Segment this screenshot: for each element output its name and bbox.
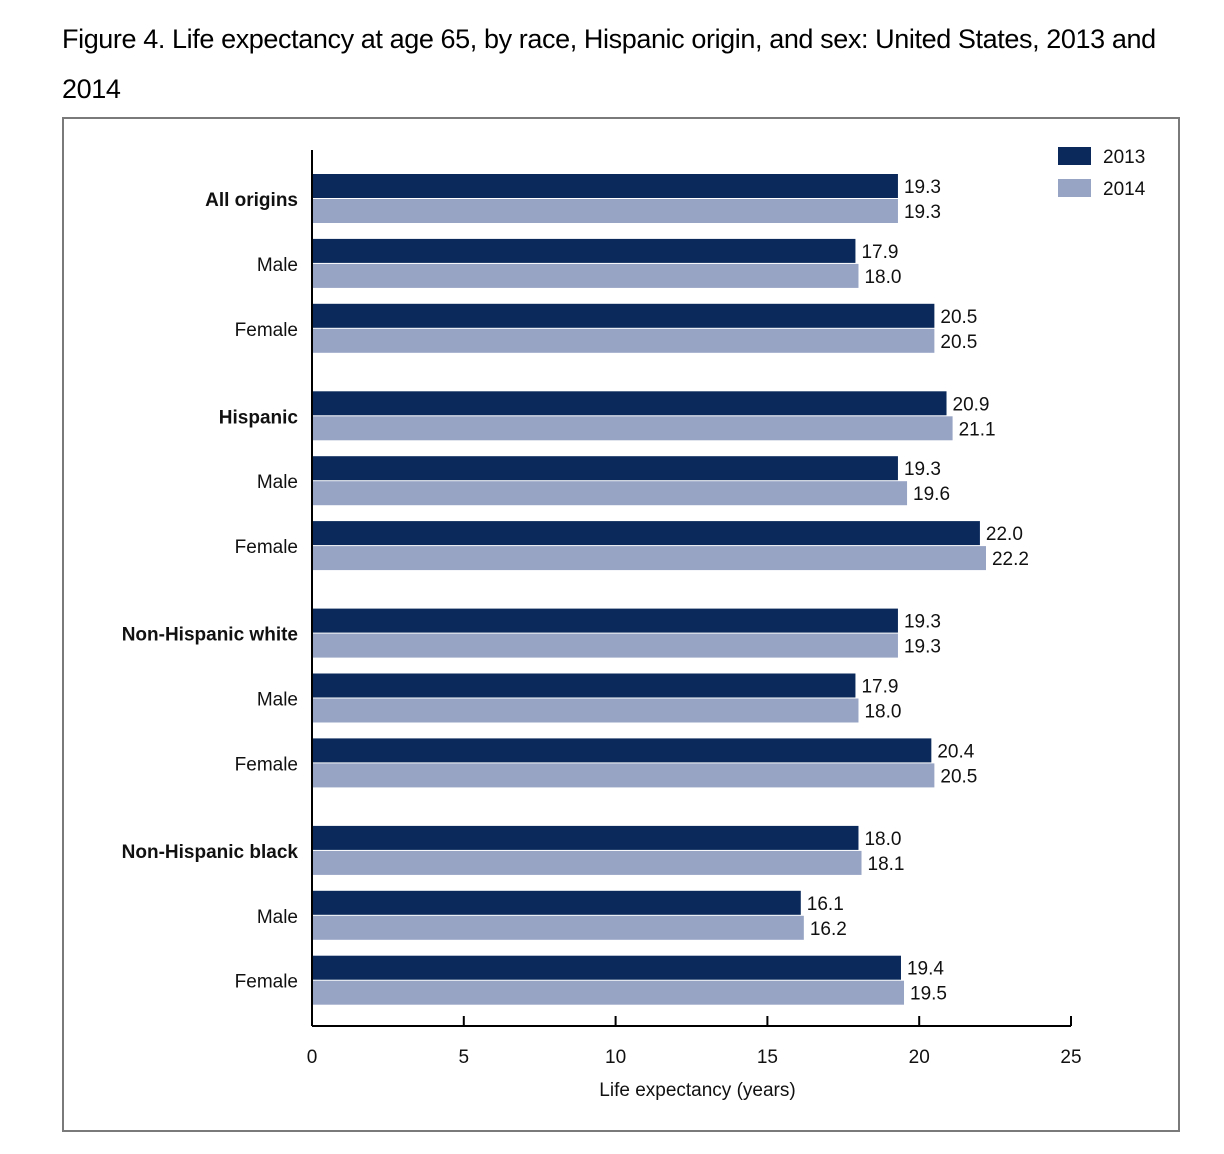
category-label-4: Hispanic — [219, 407, 299, 428]
data-label-2013-3: 20.5 — [940, 307, 977, 328]
bar-2014-6 — [312, 546, 986, 571]
data-label-2013-11: 16.1 — [807, 894, 844, 915]
data-label-2013-4: 20.9 — [953, 394, 990, 415]
category-label-3: Female — [235, 320, 298, 341]
data-label-2013-5: 19.3 — [904, 459, 941, 480]
x-tick-label-5: 5 — [459, 1047, 470, 1068]
category-label-10: Non-Hispanic black — [122, 842, 299, 863]
data-label-2014-7: 19.3 — [904, 637, 941, 658]
bar-2013-5 — [312, 456, 898, 481]
data-label-2014-8: 18.0 — [864, 702, 901, 723]
x-tick-label-25: 25 — [1060, 1047, 1081, 1068]
data-label-2014-2: 18.0 — [864, 267, 901, 288]
legend-label-2014: 2014 — [1103, 179, 1146, 200]
data-label-2014-5: 19.6 — [913, 484, 950, 505]
data-label-2014-3: 20.5 — [940, 332, 977, 353]
category-label-5: Male — [257, 472, 298, 493]
bar-2013-12 — [312, 955, 901, 980]
bar-2013-11 — [312, 890, 801, 915]
data-label-2013-10: 18.0 — [864, 829, 901, 850]
category-label-6: Female — [235, 537, 298, 558]
x-tick-label-20: 20 — [909, 1047, 930, 1068]
data-label-2014-11: 16.2 — [810, 919, 847, 940]
bar-2013-3 — [312, 303, 935, 328]
bar-2014-8 — [312, 698, 859, 723]
bar-2014-11 — [312, 915, 804, 940]
category-label-9: Female — [235, 754, 298, 775]
bar-2014-4 — [312, 416, 953, 441]
bar-2013-9 — [312, 738, 932, 763]
legend-swatch-2013 — [1058, 147, 1091, 165]
figure-title: Figure 4. Life expectancy at age 65, by … — [62, 14, 1192, 114]
data-label-2013-1: 19.3 — [904, 177, 941, 198]
data-label-2014-1: 19.3 — [904, 202, 941, 223]
data-label-2013-8: 17.9 — [861, 677, 898, 698]
bar-2013-10 — [312, 825, 859, 850]
category-label-8: Male — [257, 690, 298, 711]
bar-2014-2 — [312, 263, 859, 288]
x-tick-label-15: 15 — [757, 1047, 778, 1068]
bar-2014-10 — [312, 850, 862, 875]
data-label-2013-9: 20.4 — [937, 741, 974, 762]
bar-2013-1 — [312, 174, 898, 198]
data-label-2014-10: 18.1 — [868, 854, 905, 875]
figure-title-line-2: 2014 — [62, 74, 121, 104]
bar-2014-3 — [312, 328, 935, 353]
legend-swatch-2014 — [1058, 179, 1091, 197]
data-label-2013-7: 19.3 — [904, 612, 941, 633]
category-label-11: Male — [257, 907, 298, 928]
bar-2013-8 — [312, 673, 856, 698]
data-label-2014-4: 21.1 — [959, 419, 996, 440]
category-label-7: Non-Hispanic white — [122, 625, 298, 646]
bar-2014-7 — [312, 633, 898, 658]
category-label-2: Male — [257, 255, 298, 276]
bar-2014-9 — [312, 763, 935, 788]
data-label-2014-9: 20.5 — [940, 766, 977, 787]
bar-2014-1 — [312, 199, 898, 223]
data-label-2013-6: 22.0 — [986, 524, 1023, 545]
x-tick-label-0: 0 — [307, 1047, 318, 1068]
x-axis-title: Life expectancy (years) — [599, 1080, 795, 1101]
figure-title-line-1: Figure 4. Life expectancy at age 65, by … — [62, 24, 1156, 54]
bar-2014-12 — [312, 980, 905, 1005]
bar-2013-2 — [312, 238, 856, 263]
x-tick-label-10: 10 — [605, 1047, 626, 1068]
category-label-12: Female — [235, 972, 298, 993]
bar-2013-4 — [312, 391, 947, 416]
data-label-2014-12: 19.5 — [910, 984, 947, 1005]
data-label-2014-6: 22.2 — [992, 549, 1029, 570]
legend-label-2013: 2013 — [1103, 147, 1145, 168]
category-label-1: All origins — [205, 190, 298, 211]
data-label-2013-12: 19.4 — [907, 959, 944, 980]
bar-2013-7 — [312, 608, 898, 633]
data-label-2013-2: 17.9 — [861, 242, 898, 263]
bar-2014-5 — [312, 481, 908, 506]
bar-2013-6 — [312, 521, 980, 546]
